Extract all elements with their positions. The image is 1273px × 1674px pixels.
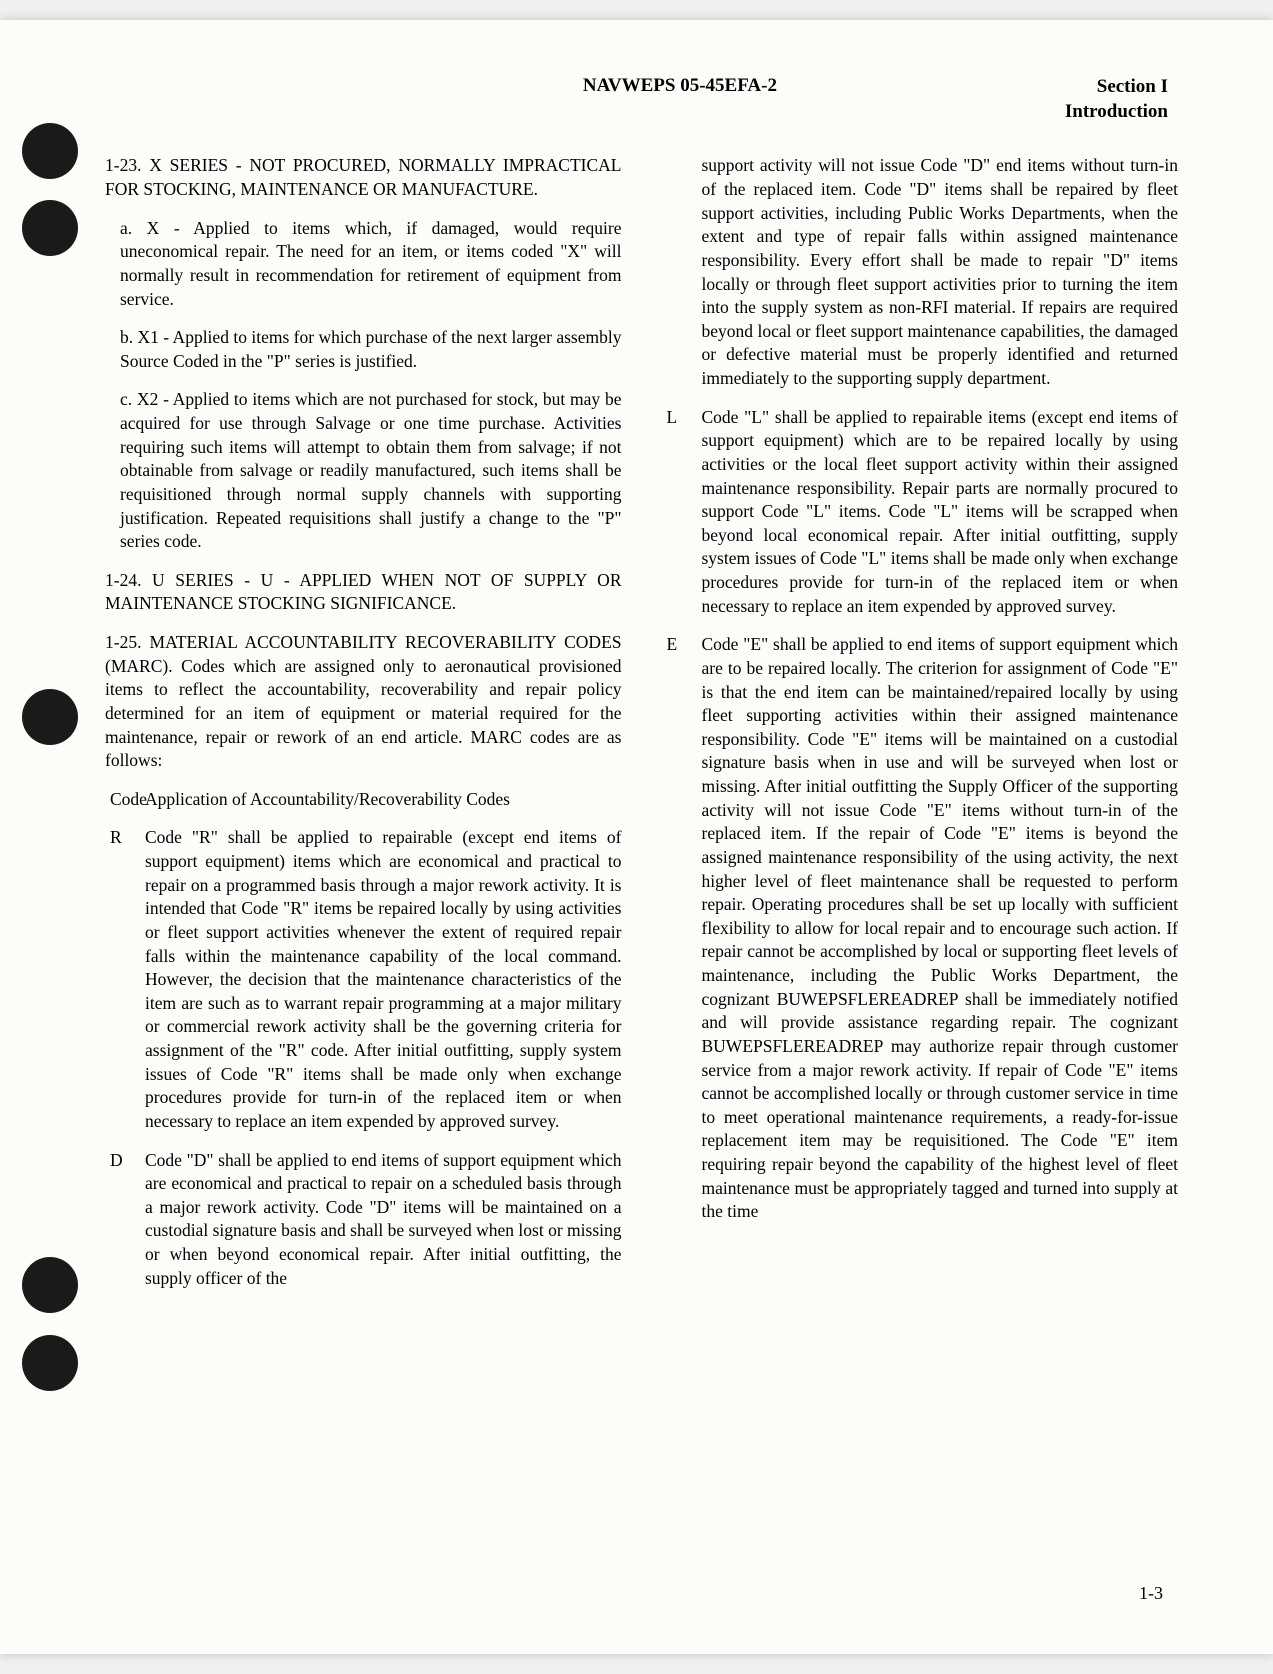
code-l-row: L Code "L" shall be applied to repairabl… bbox=[662, 406, 1179, 619]
code-intro-text: Application of Accountability/Recoverabi… bbox=[145, 788, 622, 812]
code-e-row: E Code "E" shall be applied to end items… bbox=[662, 633, 1179, 1224]
code-d-cont-spacer bbox=[662, 154, 702, 390]
code-d-cont-text: support activity will not issue Code "D"… bbox=[702, 154, 1179, 390]
code-l-text: Code "L" shall be applied to repairable … bbox=[702, 406, 1179, 619]
code-r-label: R bbox=[105, 826, 145, 1133]
section-number: Section I bbox=[1065, 75, 1168, 100]
code-e-label: E bbox=[662, 633, 702, 1224]
binder-hole bbox=[22, 200, 78, 256]
page-header: NAVWEPS 05-45EFA-2 Section I Introductio… bbox=[105, 75, 1178, 124]
para-1-24: 1-24. U SERIES - U - APPLIED WHEN NOT OF… bbox=[105, 569, 622, 616]
para-1-23: 1-23. X SERIES - NOT PROCURED, NORMALLY … bbox=[105, 154, 622, 201]
sub-para-c: c. X2 - Applied to items which are not p… bbox=[105, 388, 622, 553]
document-id: NAVWEPS 05-45EFA-2 bbox=[115, 75, 1065, 97]
binder-hole bbox=[22, 123, 78, 179]
content-area: 1-23. X SERIES - NOT PROCURED, NORMALLY … bbox=[105, 154, 1178, 1305]
binder-hole bbox=[22, 1257, 78, 1313]
document-page: NAVWEPS 05-45EFA-2 Section I Introductio… bbox=[0, 20, 1273, 1654]
binder-holes-container bbox=[22, 20, 78, 1654]
code-intro-label: Code bbox=[105, 788, 145, 812]
left-column: 1-23. X SERIES - NOT PROCURED, NORMALLY … bbox=[105, 154, 622, 1305]
code-d-text: Code "D" shall be applied to end items o… bbox=[145, 1149, 622, 1291]
section-title: Section I Introduction bbox=[1065, 75, 1168, 124]
code-r-text: Code "R" shall be applied to repairable … bbox=[145, 826, 622, 1133]
code-d-row: D Code "D" shall be applied to end items… bbox=[105, 1149, 622, 1291]
sub-para-b: b. X1 - Applied to items for which purch… bbox=[105, 326, 622, 373]
code-l-label: L bbox=[662, 406, 702, 619]
section-name: Introduction bbox=[1065, 100, 1168, 125]
sub-para-a: a. X - Applied to items which, if damage… bbox=[105, 217, 622, 312]
code-d-label: D bbox=[105, 1149, 145, 1291]
para-1-25: 1-25. MATERIAL ACCOUNTABILITY RECOVERABI… bbox=[105, 631, 622, 773]
code-intro-row: Code Application of Accountability/Recov… bbox=[105, 788, 622, 812]
binder-hole bbox=[22, 1335, 78, 1391]
right-column: support activity will not issue Code "D"… bbox=[662, 154, 1179, 1305]
code-r-row: R Code "R" shall be applied to repairabl… bbox=[105, 826, 622, 1133]
page-number: 1-3 bbox=[1139, 1583, 1163, 1604]
code-d-continuation: support activity will not issue Code "D"… bbox=[662, 154, 1179, 390]
code-e-text: Code "E" shall be applied to end items o… bbox=[702, 633, 1179, 1224]
binder-hole bbox=[22, 689, 78, 745]
